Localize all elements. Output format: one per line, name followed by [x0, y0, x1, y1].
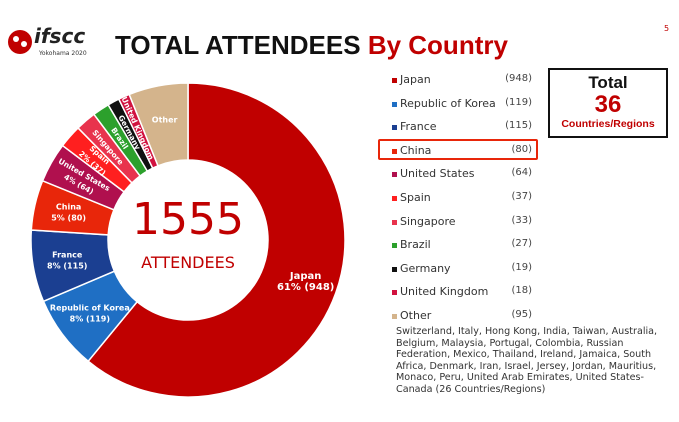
page-number: 5: [664, 24, 670, 33]
legend-item: Other (95): [392, 309, 532, 325]
legend-label: United States: [400, 167, 475, 181]
total-box: Total 36 Countries/Regions: [548, 68, 668, 138]
legend-item: Republic of Korea (119): [392, 97, 532, 113]
legend-marker: [392, 243, 397, 249]
legend-value: (948): [505, 73, 532, 84]
legend-item: United Kingdom (18): [392, 285, 532, 301]
legend-label: Japan: [400, 73, 431, 86]
legend-marker: [392, 78, 397, 83]
legend-label: United Kingdom: [400, 285, 489, 299]
highlight-box: [378, 138, 538, 160]
title-accent: By Country: [367, 30, 508, 60]
slice-name: Japan: [289, 271, 322, 282]
legend-value: (80): [511, 143, 532, 155]
legend-marker: [392, 314, 397, 319]
legend-value: (27): [511, 238, 532, 250]
legend-value: (115): [505, 120, 532, 132]
legend-value: (19): [511, 261, 532, 273]
legend-marker: [392, 219, 397, 225]
slice-label: 8% (119): [70, 314, 110, 323]
total-label: Countries/Regions: [561, 118, 655, 130]
legend-label: Other: [400, 309, 432, 322]
legend-value: (64): [511, 167, 532, 179]
slice-label: 61% (948): [277, 282, 334, 293]
legend-value: (18): [511, 285, 532, 297]
legend-label: China: [400, 143, 432, 157]
legend-value: (95): [511, 309, 532, 320]
legend-item: Japan (948): [392, 73, 532, 89]
title: TOTAL ATTENDEES By Country: [115, 30, 508, 61]
legend-marker: [392, 196, 397, 201]
legend-item: France (115): [392, 120, 532, 136]
other-note: Switzerland, Italy, Hong Kong, India, Ta…: [396, 326, 658, 395]
total-value: 36: [594, 91, 622, 118]
logo-icon: [8, 30, 32, 54]
slice-label: 8% (115): [47, 262, 87, 271]
legend-item: Spain (37): [392, 191, 532, 207]
slice-name: China: [56, 203, 81, 212]
legend-marker: [392, 101, 397, 107]
slice-label: 5% (80): [51, 214, 86, 223]
legend-label: France: [400, 120, 437, 134]
legend-marker: [392, 266, 397, 272]
legend-value: (37): [511, 191, 532, 202]
logo-text: ifscc: [34, 24, 86, 48]
legend-item: Brazil (27): [392, 238, 532, 254]
center-label: ATTENDEES: [141, 253, 235, 272]
legend-label: Singapore: [400, 214, 456, 228]
slice-name: Republic of Korea: [50, 303, 130, 312]
legend-marker: [392, 172, 397, 178]
legend-marker: [392, 290, 397, 296]
title-main: TOTAL ATTENDEES: [115, 30, 361, 60]
legend-label: Brazil: [400, 238, 431, 252]
total-title: Total: [588, 73, 628, 92]
slice-name: Other: [152, 116, 178, 125]
slice-name: France: [52, 251, 83, 260]
center-value: 1555: [132, 194, 244, 245]
legend-item: Germany (19): [392, 262, 532, 278]
slice: [128, 82, 189, 167]
legend-label: Republic of Korea: [400, 96, 496, 110]
legend-value: (33): [511, 214, 532, 226]
legend-item: China (80): [392, 144, 532, 160]
legend-value: (119): [505, 96, 532, 108]
logo-subtext: Yokohama 2020: [39, 50, 87, 57]
slice: [87, 82, 346, 398]
legend-item: Singapore (33): [392, 215, 532, 231]
legend-marker: [392, 125, 397, 131]
legend-label: Germany: [400, 261, 451, 275]
logo: ifscc Yokohama 2020: [6, 24, 101, 64]
legend-item: United States (64): [392, 167, 532, 183]
legend-marker: [392, 148, 397, 154]
legend-label: Spain: [400, 191, 431, 204]
